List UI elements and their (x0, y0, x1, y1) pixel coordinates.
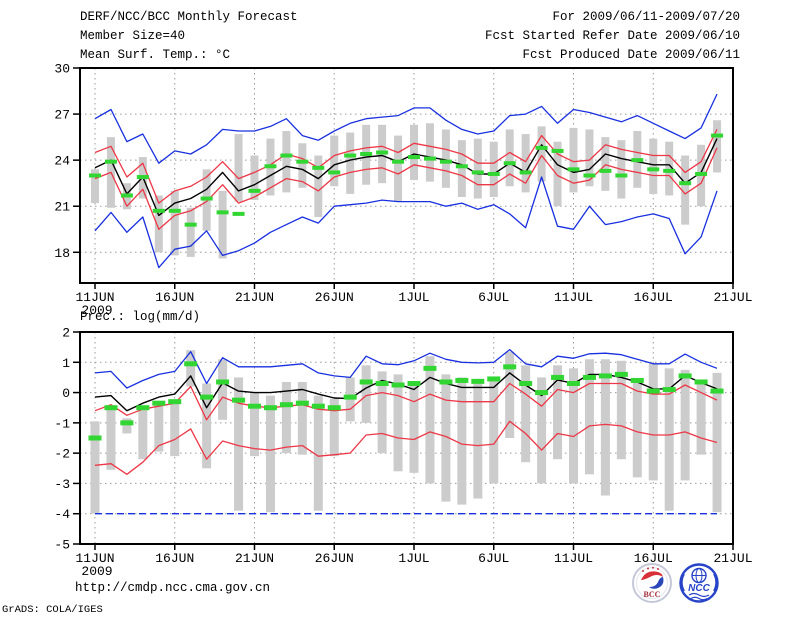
forecast-range-label: For 2009/06/11-2009/07/20 (552, 10, 740, 24)
svg-text:21JUL: 21JUL (713, 290, 752, 305)
svg-text:21JUN: 21JUN (235, 551, 274, 566)
bcc-logo-text: BCC (644, 590, 661, 599)
svg-text:0: 0 (62, 386, 70, 401)
fcst-started-date-label: Fcst Started Refer Date 2009/06/10 (484, 29, 740, 43)
prec-chart-title: Prec.: log(mm/d) (80, 310, 201, 324)
svg-text:2: 2 (62, 326, 70, 341)
svg-text:11JUN: 11JUN (75, 551, 114, 566)
svg-text:24: 24 (54, 154, 70, 169)
svg-text:21JUN: 21JUN (235, 290, 274, 305)
svg-text:2009: 2009 (81, 564, 112, 579)
report-title: DERF/NCC/BCC Monthly Forecast (80, 10, 298, 24)
temp-chart-title: Mean Surf. Temp.: °C (80, 48, 231, 62)
svg-text:16JUL: 16JUL (634, 290, 673, 305)
fcst-produced-date-label: Fcst Produced Date 2009/06/11 (522, 48, 740, 62)
svg-text:16JUN: 16JUN (155, 290, 194, 305)
footer-logos: BCC NCC (632, 563, 719, 603)
svg-text:18: 18 (54, 246, 70, 261)
svg-text:-2: -2 (54, 447, 70, 462)
svg-text:26JUN: 26JUN (315, 551, 354, 566)
source-url: http://cmdp.ncc.cma.gov.cn (75, 581, 271, 595)
svg-text:11JUL: 11JUL (554, 551, 593, 566)
svg-text:-3: -3 (54, 477, 70, 492)
temperature-chart: 18 21 24 27 30 11JUN 16JUN 21JUN 26JUN 1JUL 6JUL 11… (54, 62, 752, 319)
svg-text:-1: -1 (54, 416, 70, 431)
precipitation-chart: -5 -4 -3 -2 -1 0 1 2 11JUN 16JUN 21JUN 26JUN 1JUL 6JU… (54, 326, 752, 580)
svg-text:30: 30 (54, 62, 70, 77)
svg-text:16JUL: 16JUL (634, 551, 673, 566)
bcc-blue-swirl (649, 577, 664, 589)
ncc-logo-text: NCC (688, 583, 710, 594)
grads-credit: GrADS: COLA/IGES (2, 604, 103, 616)
svg-text:1JUL: 1JUL (398, 551, 429, 566)
svg-text:1: 1 (62, 356, 70, 371)
svg-text:6JUL: 6JUL (478, 290, 509, 305)
svg-text:26JUN: 26JUN (315, 290, 354, 305)
ncc-logo: NCC (679, 563, 719, 603)
bcc-logo: BCC (632, 563, 672, 603)
svg-text:1JUL: 1JUL (398, 290, 429, 305)
svg-text:-5: -5 (54, 538, 70, 553)
svg-text:21: 21 (54, 200, 70, 215)
member-size-label: Member Size=40 (80, 29, 186, 43)
svg-text:11JUL: 11JUL (554, 290, 593, 305)
bcc-red-swirl (641, 571, 663, 580)
svg-text:16JUN: 16JUN (155, 551, 194, 566)
svg-text:2009: 2009 (81, 303, 112, 318)
svg-text:27: 27 (54, 108, 70, 123)
svg-text:6JUL: 6JUL (478, 551, 509, 566)
svg-text:21JUL: 21JUL (713, 551, 752, 566)
svg-text:11JUN: 11JUN (75, 290, 114, 305)
svg-text:-4: -4 (54, 507, 70, 522)
